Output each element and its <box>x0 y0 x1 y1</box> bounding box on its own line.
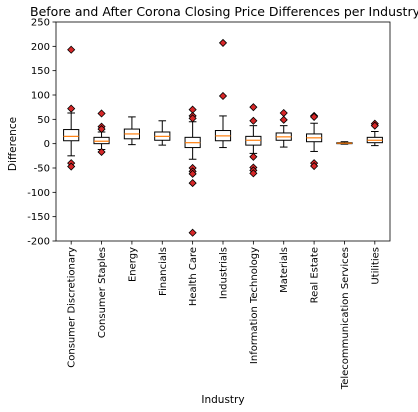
outlier-point <box>67 104 76 113</box>
y-tick-label: -100 <box>27 188 50 199</box>
x-tick-label: Information Technology <box>249 247 260 364</box>
outlier-point <box>279 115 288 124</box>
outlier-point <box>188 179 197 188</box>
box-iqr <box>93 136 110 145</box>
y-tick-label: 150 <box>31 66 50 77</box>
box-iqr <box>63 129 80 142</box>
plot-area: -200 -150 -100 -50 0 50 100 150 200 250 Consumer D… <box>27 18 391 390</box>
x-tick-label: Materials <box>279 247 290 293</box>
outlier-point <box>97 147 106 157</box>
outlier-point <box>310 161 319 171</box>
chart-title: Before and After Corona Closing Price Di… <box>30 4 418 19</box>
outlier-point <box>188 114 197 123</box>
x-tick-label: Energy <box>127 247 138 282</box>
outlier-point <box>249 116 258 125</box>
outlier-point <box>97 125 106 134</box>
plot-frame <box>55 21 391 242</box>
outlier-point <box>310 112 319 121</box>
y-tick-label: 250 <box>31 18 50 29</box>
outlier-point <box>218 91 228 101</box>
x-tick-label: Telecommunication Services <box>340 247 351 390</box>
outlier-point <box>188 169 197 178</box>
x-tick-label: Utilities <box>370 247 381 285</box>
outlier-point <box>67 45 76 54</box>
x-tick-label: Real Estate <box>310 247 321 303</box>
outlier-point <box>188 228 197 237</box>
x-tick-label: Health Care <box>188 247 199 306</box>
outlier-point <box>370 121 379 130</box>
outlier-point <box>249 169 258 178</box>
x-axis-label: Industry <box>201 394 244 406</box>
y-tick-label: 200 <box>31 42 50 53</box>
outlier-point <box>249 152 258 161</box>
x-tick-label: Consumer Discretionary <box>67 247 78 368</box>
x-tick-label: Consumer Staples <box>97 247 108 338</box>
y-tick-label: -200 <box>27 237 50 248</box>
x-tick-label: Industrials <box>219 247 230 299</box>
y-axis-label: Difference <box>7 117 19 171</box>
outlier-point <box>279 108 288 118</box>
x-tick-label: Financials <box>158 247 169 296</box>
y-tick-label: -50 <box>34 164 50 175</box>
outlier-point <box>218 38 228 47</box>
y-tick-label: 0 <box>44 139 50 150</box>
y-tick-label: -150 <box>27 212 50 223</box>
outlier-point <box>249 103 258 112</box>
y-tick-label: 50 <box>37 115 50 126</box>
outlier-point <box>97 109 106 118</box>
outlier-point <box>67 162 76 171</box>
y-tick-label: 100 <box>31 91 50 102</box>
